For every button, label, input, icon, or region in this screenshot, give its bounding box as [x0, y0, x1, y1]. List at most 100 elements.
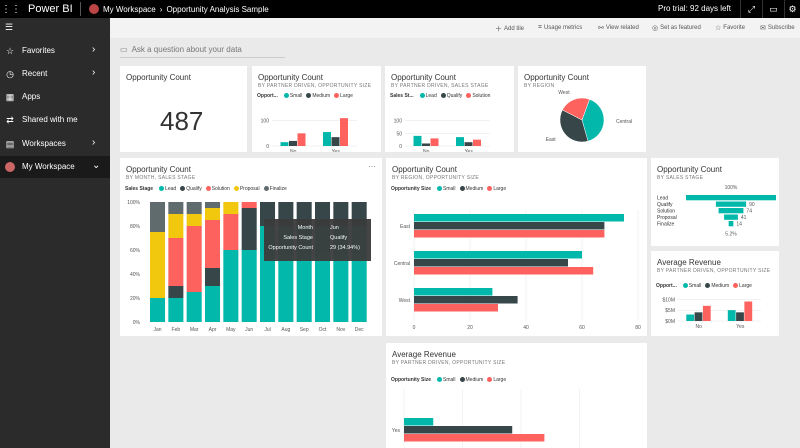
- add-tile-button[interactable]: ＋ Add tile: [495, 24, 524, 34]
- chevron-right-icon: ›: [92, 137, 96, 148]
- star-icon: ☆: [715, 25, 722, 32]
- tooltip-row: Opportunity Count 29 (34.94%): [264, 245, 371, 254]
- action-label: View related: [605, 25, 639, 31]
- divider: [80, 2, 81, 16]
- view-related-button[interactable]: ⚯ View related: [598, 24, 639, 32]
- funnel-stage-label: Qualify: [657, 202, 673, 208]
- gear-icon[interactable]: ⚙: [784, 0, 800, 18]
- x-tick-label: No: [290, 149, 297, 152]
- top-bar: ⋮⋮ Power BI My Workspace › Opportunity A…: [0, 0, 800, 18]
- legend-item-lead: Lead: [419, 93, 437, 99]
- app-launcher-icon[interactable]: ⋮⋮: [1, 3, 21, 15]
- legend-item-lead: Lead: [159, 186, 176, 192]
- chart-legend: Opportunity Size Small Medium Large: [391, 186, 506, 192]
- subscribe-button[interactable]: ✉ Subscribe: [760, 24, 795, 32]
- tooltip-value: Qualify: [330, 235, 348, 241]
- x-tick-label: Yes: [465, 149, 474, 152]
- legend-item-small: Small: [682, 283, 702, 289]
- brand-title[interactable]: Power BI: [28, 3, 73, 15]
- usage-metrics-button[interactable]: ⌗ Usage metrics: [538, 24, 582, 32]
- legend-item-solution: Solution: [466, 93, 490, 99]
- trial-status[interactable]: Pro trial: 92 days left: [658, 4, 731, 13]
- tile-title: Opportunity Count: [391, 73, 456, 82]
- tile-count-by-partner-size[interactable]: Opportunity Count BY PARTNER DRIVEN, OPP…: [252, 66, 381, 152]
- comment-icon[interactable]: ▭: [762, 0, 784, 18]
- y-tick-label: 50: [396, 131, 402, 137]
- funnel-bar: [728, 221, 734, 227]
- legend-label: Large: [493, 377, 507, 383]
- funnel-stage-label: Solution: [657, 209, 675, 215]
- pie-slice: [562, 97, 590, 121]
- stacked-bar: [150, 298, 166, 322]
- tile-count-by-region[interactable]: Opportunity Count BY REGION Central East W…: [518, 66, 646, 152]
- legend-item-qualify: Qualify: [180, 186, 202, 192]
- tooltip-key: Sales Stage: [283, 235, 313, 241]
- legend-label: Small: [289, 93, 303, 99]
- bar: [323, 132, 331, 146]
- x-tick-label: Apr: [209, 327, 217, 333]
- tile-count-by-sales-stage[interactable]: Opportunity Count BY SALES STAGE 100% Lea…: [651, 158, 779, 246]
- funnel-value-label: 14: [736, 222, 742, 228]
- qna-input[interactable]: ▭ Ask a question about your data: [120, 42, 285, 58]
- funnel-top-label: 100%: [725, 185, 738, 191]
- legend-label: Medium: [465, 377, 484, 383]
- x-tick-label: Jun: [245, 327, 253, 333]
- chart-legend: Opportunity Size Small Medium Large: [391, 377, 506, 383]
- funnel-value-label: 74: [746, 209, 752, 215]
- nav-item-shared[interactable]: ⇄ Shared with me: [0, 109, 110, 131]
- x-tick-label: 40: [523, 325, 529, 331]
- legend-item-medium: Medium: [705, 283, 729, 289]
- bar: [414, 222, 605, 230]
- related-icon: ⚯: [598, 25, 604, 32]
- nav-item-my-workspace[interactable]: My Workspace ⌄: [0, 156, 110, 178]
- chart-icon: ⌗: [538, 24, 542, 31]
- action-label: Favorite: [723, 25, 745, 31]
- y-tick-label: $10M: [662, 297, 675, 303]
- legend-label: Finalize: [269, 186, 287, 192]
- nav-item-workspaces[interactable]: ▤ Workspaces ›: [0, 133, 110, 155]
- tile-title: Opportunity Count: [126, 165, 191, 174]
- funnel-bar: [715, 201, 747, 207]
- legend-item-large: Large: [733, 283, 752, 289]
- set-featured-button[interactable]: ◎ Set as featured: [652, 24, 701, 32]
- stacked-bar: [223, 202, 239, 214]
- bar: [702, 305, 711, 321]
- breadcrumb-dashboard[interactable]: Opportunity Analysis Sample: [166, 4, 269, 14]
- nav-label: My Workspace: [22, 162, 75, 171]
- legend-label: Lead: [165, 186, 177, 192]
- legend-label: Proposal: [239, 186, 260, 192]
- legend-label: Medium: [465, 186, 484, 192]
- tile-title: Opportunity Count: [392, 165, 457, 174]
- chat-icon: ▭: [120, 45, 128, 54]
- tile-avg-revenue-large[interactable]: Average Revenue BY PARTNER DRIVEN, OPPOR…: [386, 343, 647, 448]
- fullscreen-icon[interactable]: ⤢: [740, 0, 762, 18]
- chart-legend: Sales Stage Lead Qualify Solution Propos…: [125, 186, 287, 192]
- bar: [297, 133, 306, 146]
- nav-item-apps[interactable]: ▦ Apps: [0, 86, 110, 108]
- hamburger-icon[interactable]: ☰: [5, 22, 14, 32]
- y-tick-label: Central: [394, 261, 410, 267]
- bar: [404, 418, 434, 426]
- stacked-bar: [205, 208, 221, 220]
- legend-label: Solution: [472, 93, 491, 99]
- favorite-button[interactable]: ☆ Favorite: [715, 24, 745, 32]
- breadcrumb-workspace[interactable]: My Workspace: [103, 4, 156, 14]
- stacked-bar: [168, 298, 184, 322]
- y-tick-label: West: [399, 298, 411, 304]
- tile-avg-revenue[interactable]: Average Revenue BY PARTNER DRIVEN, OPPOR…: [651, 251, 779, 336]
- nav-item-favorites[interactable]: ☆ Favorites ›: [0, 40, 110, 62]
- legend-label: Small: [688, 283, 702, 289]
- nav-item-recent[interactable]: ◷ Recent ›: [0, 63, 110, 85]
- legend-title: Sales St...: [390, 93, 414, 99]
- left-nav: ☰ ☆ Favorites › ◷ Recent › ▦ Apps ⇄ Shar…: [0, 18, 110, 448]
- tile-count-by-region-size[interactable]: Opportunity Count BY REGION, OPPORTUNITY…: [386, 158, 647, 336]
- stacked-bar: [186, 226, 202, 292]
- legend-item-medium: Medium: [459, 186, 484, 192]
- action-label: Add tile: [504, 26, 525, 32]
- tile-opportunity-count[interactable]: Opportunity Count 487: [120, 66, 247, 152]
- bar: [694, 312, 703, 321]
- more-options-icon[interactable]: ···: [368, 162, 376, 171]
- chart-legend: Opport... Small Medium Large: [656, 283, 752, 289]
- bar: [422, 143, 430, 146]
- tile-count-by-partner-stage[interactable]: Opportunity Count BY PARTNER DRIVEN, SAL…: [385, 66, 514, 152]
